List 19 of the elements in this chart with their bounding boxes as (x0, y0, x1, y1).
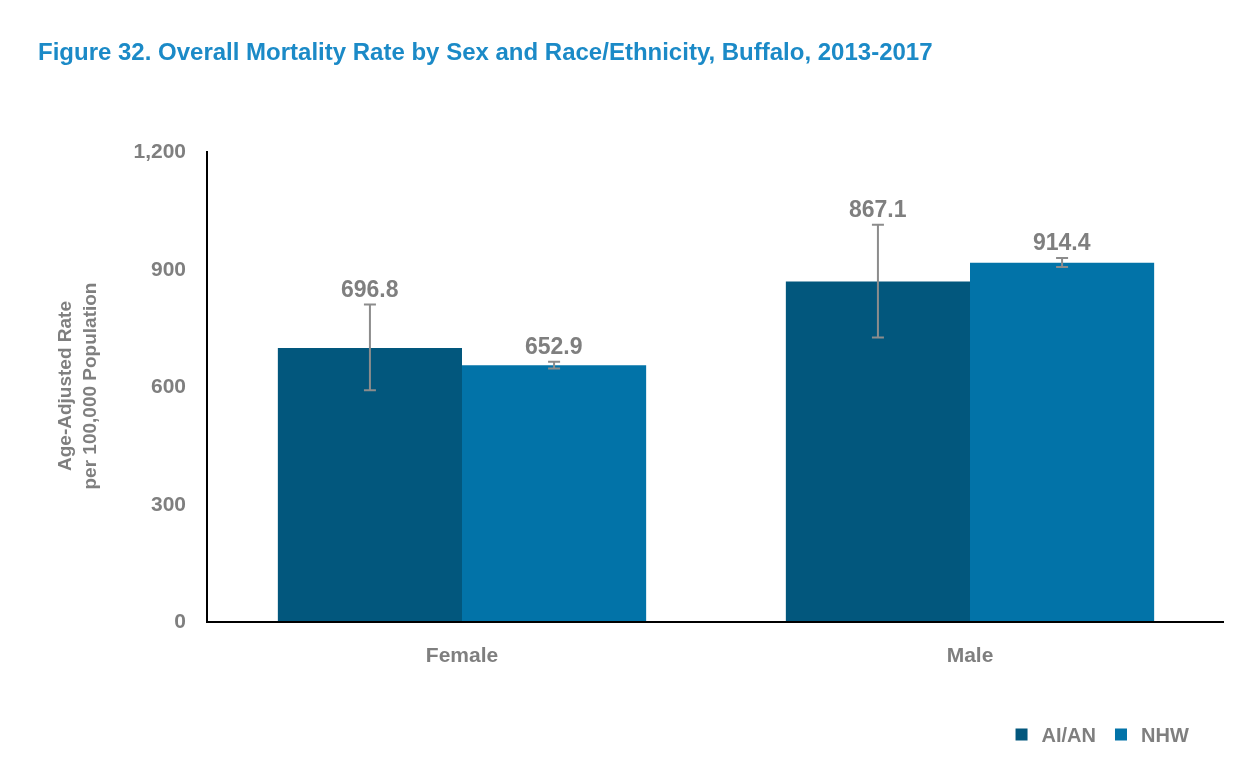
data-label: 652.9 (525, 333, 583, 359)
y-axis-title: Age-Adjusted Rate per 100,000 Population (54, 282, 100, 490)
bar (785, 281, 970, 621)
data-label: 696.8 (341, 276, 399, 302)
data-label: 867.1 (849, 196, 907, 222)
y-tick-label: 900 (151, 256, 187, 280)
y-tick-label: 600 (151, 374, 187, 398)
legend-label: NHW (1140, 724, 1189, 747)
bar (462, 365, 647, 621)
chart-title: Figure 32. Overall Mortality Rate by Sex and Race/Ethnicity, Buffalo, 2013-2017 (38, 38, 933, 66)
bar (970, 262, 1155, 621)
legend-label: AI/AN (1041, 724, 1096, 747)
y-tick-label: 0 (174, 609, 187, 633)
bar (277, 348, 462, 621)
data-label: 914.4 (1033, 229, 1091, 255)
y-tick-label: 1,200 (133, 139, 187, 163)
x-tick-label: Male (946, 642, 994, 666)
y-tick-label: 300 (151, 491, 187, 515)
x-tick-label: Female (425, 642, 499, 666)
